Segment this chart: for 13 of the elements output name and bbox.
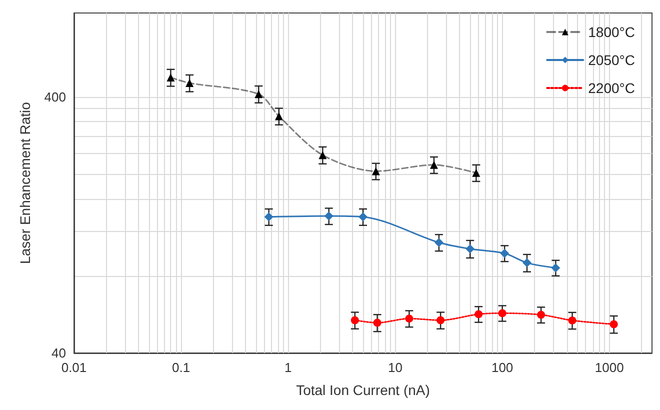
x-tick-label: 100 [491, 360, 514, 375]
x-axis-title: Total Ion Current (nA) [296, 382, 430, 398]
x-tick-label: 1000 [594, 360, 624, 375]
y-axis-title: Laser Enhancement Ratio [17, 102, 33, 264]
legend-label: 1800°C [588, 24, 636, 40]
y-tick-label: 400 [44, 89, 66, 104]
legend-label: 2050°C [588, 52, 636, 68]
x-tick-label: 0.01 [61, 360, 87, 375]
y-tick-label: 40 [52, 346, 66, 360]
x-tick-label: 1 [284, 360, 292, 375]
legend-label: 2200°C [588, 80, 636, 96]
x-tick-label: 0.1 [172, 360, 190, 375]
x-tick-label: 10 [388, 360, 402, 375]
